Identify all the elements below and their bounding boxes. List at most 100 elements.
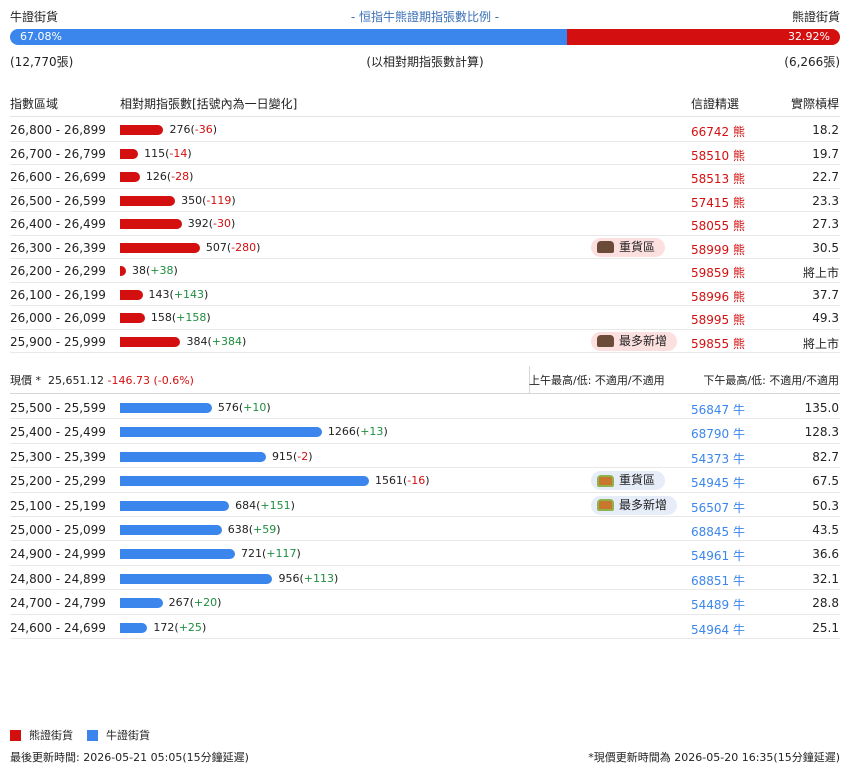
bear-icon [597,241,614,253]
table-row: 26,300 - 26,399 507(-280) 重貨區 58999 熊 30.5 [10,236,840,259]
table-row: 24,900 - 24,999 721(+117) 54961 牛 36.6 [10,541,840,566]
warrant-code-link[interactable]: 58510 熊 [691,147,745,164]
warrant-code-link[interactable]: 54961 牛 [691,547,745,564]
warrant-code-link[interactable]: 58996 熊 [691,288,745,305]
index-range: 25,100 - 25,199 [10,498,106,513]
warrant-code[interactable]: 59855 [691,336,730,351]
warrant-code-link[interactable]: 56847 牛 [691,401,745,418]
warrant-code[interactable]: 59859 [691,266,730,280]
bull-icon [597,499,614,512]
warrant-code[interactable]: 54961 [691,549,730,564]
am-divider [529,366,530,394]
warrant-code[interactable]: 56507 [691,500,730,515]
warrant-code[interactable]: 54373 [691,451,730,466]
contracts-bar [120,500,230,511]
index-range: 26,800 - 26,899 [10,123,106,137]
warrant-code[interactable]: 58513 [691,172,730,186]
warrant-code[interactable]: 57415 [691,195,730,210]
contracts-value: 172(+25) [153,620,207,634]
contracts-bar [120,549,235,560]
table-row: 26,800 - 26,899 276(-36) 66742 熊 18.2 [10,118,840,142]
warrant-code[interactable]: 54945 [691,476,730,491]
warrant-code[interactable]: 58510 [691,148,730,163]
contracts-value: 507(-280) [205,240,261,254]
warrant-type: 牛 [733,451,746,466]
legend-bear: 熊證街貨 [10,727,73,743]
warrant-code-link[interactable]: 58055 熊 [691,217,745,234]
pm-high-low: 下午最高/低: 不適用/不適用 [703,374,839,387]
count-note: (以相對期指張數計算) [366,55,484,69]
contracts-bar [120,172,140,182]
warrant-code-link[interactable]: 57415 熊 [691,194,745,211]
contracts-change: +384 [211,334,242,348]
spot-value: 25,651.12 [48,374,104,387]
warrant-code[interactable]: 58996 [691,289,730,304]
warrant-code[interactable]: 68790 [691,427,730,442]
warrant-code-link[interactable]: 54489 牛 [691,596,745,613]
contracts-bar [120,195,176,206]
contracts-change: +151 [260,498,291,512]
contracts-bar [120,573,273,584]
warrant-type: 熊 [733,336,746,351]
contracts-count: 115 [144,146,166,160]
warrant-code[interactable]: 58055 [691,219,730,233]
table-row: 26,200 - 26,299 38(+38) 59859 熊 將上市 [10,259,840,283]
contracts-change: -28 [171,170,190,183]
contracts-count: 350 [181,193,203,207]
warrant-code[interactable]: 58995 [691,313,730,327]
warrant-type: 牛 [733,500,746,515]
table-row: 25,200 - 25,299 1561(-16) 重貨區 54945 牛 67.5 [10,468,840,493]
warrant-code[interactable]: 66742 [691,125,730,139]
warrant-code-link[interactable]: 68790 牛 [691,425,745,442]
index-range: 26,500 - 26,599 [10,193,106,208]
warrant-code-link[interactable]: 58999 熊 [691,241,745,258]
contracts-change: +117 [266,547,297,561]
warrant-code-link[interactable]: 54373 牛 [691,450,745,467]
warrant-code-link[interactable]: 56507 牛 [691,499,745,516]
contracts-change: -280 [231,240,257,254]
col-contracts: 相對期指張數[括號內為一日變化] [120,97,298,111]
contracts-bar [120,622,148,633]
index-range: 24,600 - 24,699 [10,620,106,635]
contracts-value: 143(+143) [148,287,209,301]
table-row: 24,800 - 24,899 956(+113) 68851 牛 32.1 [10,566,840,591]
warrant-code-link[interactable]: 59855 熊 [691,335,745,352]
warrant-type: 牛 [733,549,746,564]
leverage-value: 82.7 [812,449,839,464]
contracts-value: 115(-14) [144,146,192,160]
contracts-change: -30 [213,217,231,230]
contracts-change: +143 [173,287,205,301]
warrant-code[interactable]: 56847 [691,403,730,417]
warrant-code[interactable]: 54964 [691,622,730,637]
contracts-value: 915(-2) [271,449,313,463]
bear-label: 熊證街貨 [791,10,840,24]
warrant-code-link[interactable]: 54945 牛 [691,474,745,491]
warrant-type: 熊 [733,313,746,327]
contracts-bar [120,427,322,438]
warrant-code-link[interactable]: 59859 熊 [691,264,745,281]
warrant-code[interactable]: 54489 [691,598,730,613]
page-title: - 恒指牛熊證期指張數比例 - [350,10,500,24]
warrant-code[interactable]: 68851 [691,573,730,588]
table-row: 26,400 - 26,499 392(-30) 58055 熊 27.3 [10,212,840,236]
warrant-code-link[interactable]: 68851 牛 [691,572,745,589]
contracts-change: +13 [360,425,384,439]
warrant-type: 熊 [733,148,746,163]
warrant-code[interactable]: 68845 [691,525,730,539]
warrant-code-link[interactable]: 66742 熊 [691,123,745,140]
contracts-change: +38 [150,264,174,277]
warrant-code-link[interactable]: 54964 牛 [691,621,745,638]
warrant-code-link[interactable]: 58513 熊 [691,170,745,187]
contracts-change: -14 [169,146,188,160]
contracts-count: 576 [217,401,239,414]
warrant-code[interactable]: 58999 [691,242,730,257]
bear-swatch [10,729,21,741]
warrant-code-link[interactable]: 68845 牛 [691,523,745,540]
contracts-value: 1266(+13) [327,425,388,439]
contracts-value: 576(+10) [217,401,271,414]
leverage-value: 67.5 [812,474,839,489]
warrant-code-link[interactable]: 58995 熊 [691,311,745,328]
contracts-change: +59 [253,523,277,536]
warrant-type: 牛 [733,525,746,539]
index-range: 26,200 - 26,299 [10,264,106,278]
